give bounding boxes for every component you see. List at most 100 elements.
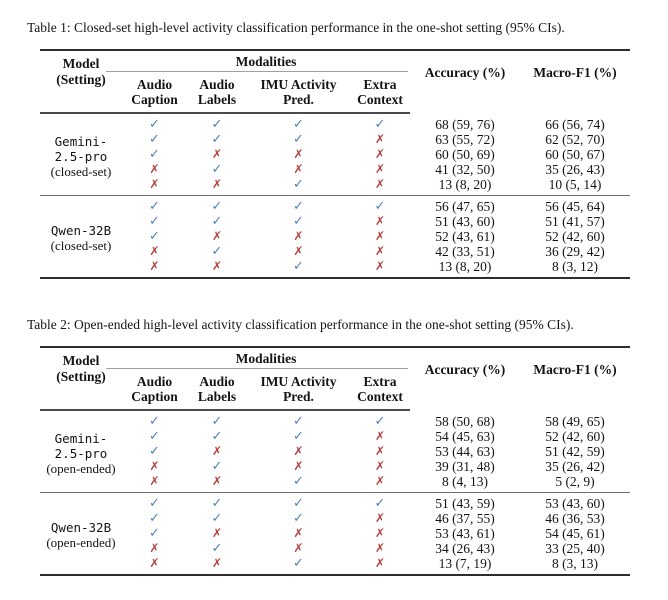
model-setting-label: (closed-set) [50, 163, 112, 179]
cross-icon: ✗ [211, 147, 223, 161]
result-row: ✓ ✗ ✗ ✗ 52 (43, 61) 52 (42, 60) [40, 229, 630, 244]
result-row: ✗ ✗ ✓ ✗ 13 (8, 20) 8 (3, 12) [40, 259, 630, 278]
imu-activity-pred-header-line1: IMU Activity [260, 77, 337, 92]
check-icon: ✓ [211, 244, 223, 259]
cross-icon: ✗ [374, 214, 386, 228]
check-icon: ✓ [247, 492, 350, 511]
cross-icon: ✗ [211, 229, 223, 243]
macro-f1-header: Macro-F1 (%) [533, 362, 617, 377]
macro-f1-value: 52 (42, 60) [545, 429, 605, 444]
result-row: ✓ ✓ ✓ ✗ 54 (45, 63) 52 (42, 60) [40, 429, 630, 444]
cross-icon: ✗ [211, 177, 223, 191]
modalities-header: Modalities [106, 50, 410, 72]
model-name-line: 2.5-pro [54, 148, 108, 164]
cross-icon: ✗ [374, 526, 386, 540]
result-row: ✗ ✗ ✓ ✗ 13 (8, 20) 10 (5, 14) [40, 177, 630, 196]
cross-icon: ✗ [149, 541, 160, 555]
cross-icon: ✗ [374, 147, 386, 161]
table-2-header: Model (Setting) Modalities Accuracy (%) … [40, 347, 630, 411]
check-icon: ✓ [350, 195, 410, 214]
accuracy-value: 13 (8, 20) [438, 259, 492, 274]
accuracy-value: 53 (43, 61) [435, 526, 495, 541]
check-icon: ✓ [293, 117, 304, 132]
cross-icon: ✗ [149, 244, 160, 258]
macro-f1-value: 8 (3, 12) [551, 259, 599, 274]
check-icon: ✓ [211, 214, 223, 229]
check-icon: ✓ [211, 511, 223, 526]
cross-icon: ✗ [149, 259, 160, 273]
macro-f1-value: 51 (42, 59) [545, 444, 605, 459]
accuracy-value: 56 (47, 65) [410, 195, 520, 214]
extra-context-header-line1: Extra [363, 77, 397, 92]
accuracy-header: Accuracy (%) [424, 65, 506, 80]
audio-caption-header-line1: Audio [136, 374, 173, 389]
result-row: ✓ ✗ ✗ ✗ 53 (43, 61) 54 (45, 61) [40, 526, 630, 541]
audio-caption-header-line2: Caption [131, 92, 178, 107]
audio-labels-header-line2: Labels [197, 389, 237, 404]
table-2: Model (Setting) Modalities Accuracy (%) … [40, 346, 630, 576]
extra-context-header: Extra Context [350, 72, 410, 114]
cross-icon: ✗ [293, 444, 304, 458]
audio-caption-header: Audio Caption [122, 369, 187, 411]
model-label: Qwen-32B (open-ended) [40, 492, 122, 575]
macro-f1-value: 58 (49, 65) [545, 413, 605, 429]
check-icon: ✓ [211, 132, 223, 147]
check-icon: ✓ [149, 147, 160, 162]
table-1-body: Gemini- 2.5-pro (closed-set) ✓ ✓ ✓ ✓ 68 (59, 76… [40, 113, 630, 278]
accuracy-value: 60 (50, 69) [435, 147, 495, 162]
cross-icon: ✗ [374, 459, 386, 473]
macro-f1-header: Macro-F1 (%) [533, 65, 617, 80]
check-icon: ✓ [293, 511, 304, 526]
macro-f1-value: 53 (43, 60) [520, 492, 630, 511]
accuracy-value: 13 (8, 20) [438, 177, 492, 192]
macro-f1-value: 36 (29, 42) [545, 244, 605, 259]
accuracy-value: 41 (32, 50) [435, 162, 495, 177]
model-setting-label: (open-ended) [46, 535, 116, 550]
cross-icon: ✗ [374, 132, 386, 146]
model-name-line: Gemini- [54, 430, 108, 446]
setting-header-line: (Setting) [56, 72, 106, 87]
model-label: Gemini- 2.5-pro (open-ended) [40, 410, 122, 493]
check-icon: ✓ [122, 492, 187, 511]
macro-f1-value: 46 (36, 53) [545, 511, 605, 526]
model-setting-label: (closed-set) [50, 238, 112, 253]
check-icon: ✓ [211, 541, 223, 556]
result-row: Gemini- 2.5-pro (closed-set) ✓ ✓ ✓ ✓ 68 (59, 76… [40, 113, 630, 179]
audio-caption-header-line1: Audio [136, 77, 173, 92]
check-icon: ✓ [187, 492, 247, 511]
model-setting-label: (open-ended) [46, 460, 116, 476]
cross-icon: ✗ [293, 147, 304, 161]
check-icon: ✓ [211, 117, 223, 132]
macro-f1-value: 33 (25, 40) [545, 541, 605, 556]
macro-f1-value: 56 (45, 64) [520, 195, 630, 214]
table-1-caption: Table 1: Closed-set high-level activity … [27, 20, 565, 35]
result-row: ✓ ✓ ✓ ✗ 46 (37, 55) 46 (36, 53) [40, 511, 630, 526]
cross-icon: ✗ [293, 459, 304, 473]
cross-icon: ✗ [149, 474, 160, 488]
check-icon: ✓ [149, 117, 160, 132]
macro-f1-value: 52 (42, 60) [545, 229, 605, 244]
cross-icon: ✗ [374, 162, 386, 176]
check-icon: ✓ [374, 414, 386, 429]
check-icon: ✓ [149, 132, 160, 147]
check-icon: ✓ [149, 214, 160, 229]
cross-icon: ✗ [211, 444, 223, 458]
model-name-line: Qwen-32B [50, 520, 112, 535]
accuracy-value: 51 (43, 60) [435, 214, 495, 229]
cross-icon: ✗ [374, 541, 386, 555]
cross-icon: ✗ [149, 556, 160, 570]
result-row: ✓ ✓ ✓ ✗ 63 (55, 72) 62 (52, 70) [40, 132, 630, 147]
check-icon: ✓ [293, 259, 304, 274]
result-row: ✗ ✗ ✓ ✗ 13 (7, 19) 8 (3, 13) [40, 556, 630, 575]
result-row: Qwen-32B (open-ended) ✓ ✓ ✓ ✓ 51 (43, 59) 53 (4… [40, 492, 630, 575]
table-1: Model (Setting) Modalities Accuracy (%) … [40, 49, 630, 279]
extra-context-header-line2: Context [357, 92, 403, 107]
cross-icon: ✗ [374, 229, 386, 243]
macro-f1-value: 60 (50, 67) [545, 147, 605, 162]
check-icon: ✓ [149, 526, 160, 541]
check-icon: ✓ [374, 117, 386, 132]
accuracy-value: 8 (4, 13) [441, 474, 489, 489]
check-icon: ✓ [149, 444, 160, 459]
result-row: Qwen-32B (closed-set) ✓ ✓ ✓ ✓ 56 (47, 65) 56 (4… [40, 195, 630, 278]
table-2-body: Gemini- 2.5-pro (open-ended) ✓ ✓ ✓ ✓ 58 (50, 68… [40, 410, 630, 575]
